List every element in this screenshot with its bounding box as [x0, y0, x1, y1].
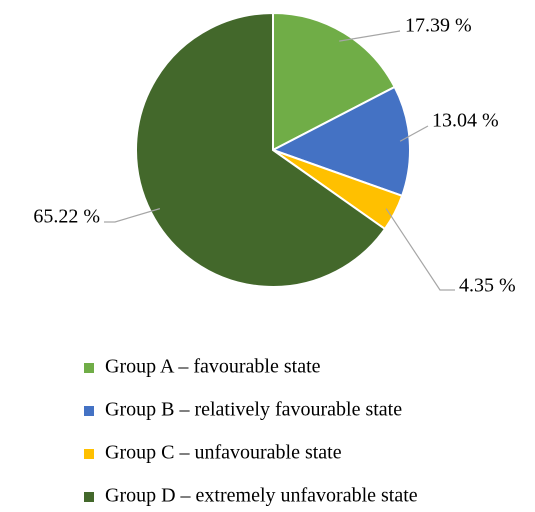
leader-line [385, 208, 455, 291]
legend-label: Group A – favourable state [105, 356, 321, 378]
legend-swatch [84, 449, 94, 459]
pie-slice [270, 85, 411, 198]
pie-slice [272, 11, 396, 152]
leader-line [104, 208, 161, 223]
legend-swatch [84, 406, 94, 416]
legend-label: Group C – unfavourable state [105, 442, 342, 464]
data-label: 17.39 % [405, 15, 472, 37]
leader-line [399, 125, 429, 142]
data-label: 13.04 % [432, 110, 499, 132]
legend-label: Group B – relatively favourable state [105, 399, 402, 421]
data-label: 4.35 % [459, 275, 516, 297]
data-label: 65.22 % [33, 206, 100, 228]
legend-swatch [84, 492, 94, 502]
legend-swatch [84, 363, 94, 373]
legend-label: Group D – extremely unfavorable state [105, 485, 418, 507]
leader-line [339, 30, 401, 42]
pie-slice [135, 11, 387, 288]
